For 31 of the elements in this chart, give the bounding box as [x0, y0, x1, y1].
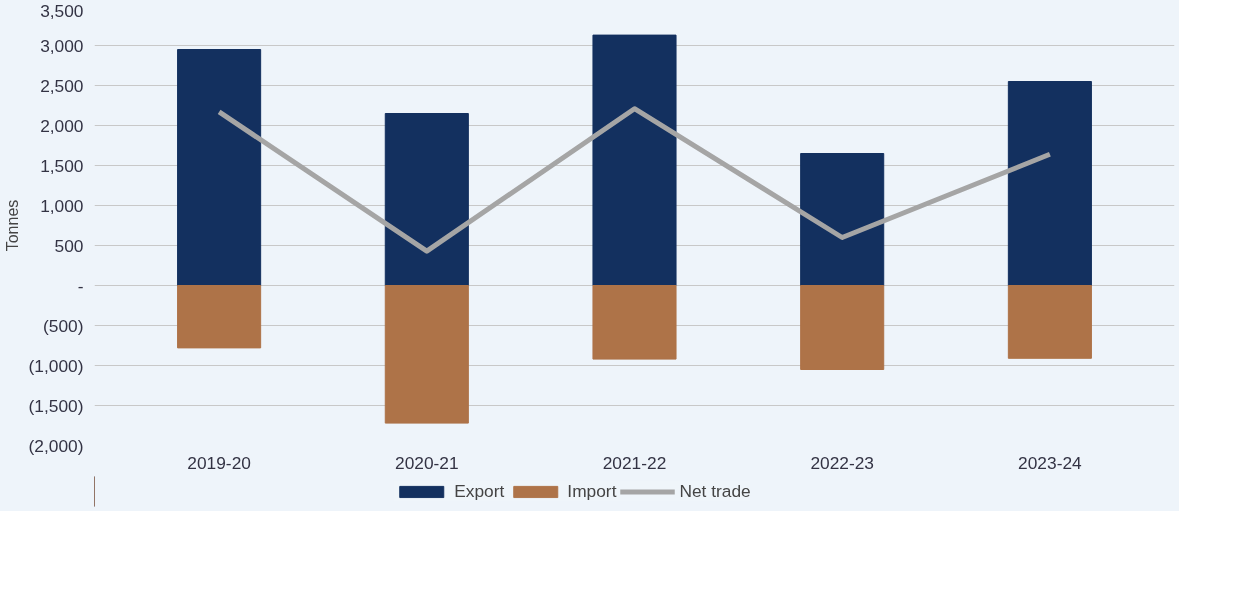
bar [384, 113, 469, 286]
bar [800, 285, 885, 370]
bar [177, 285, 262, 349]
x-tick-label: 2023-24 [1018, 452, 1083, 473]
bar [800, 153, 885, 286]
y-tick-label: 1,500 [40, 155, 84, 176]
legend-label: Net trade [679, 480, 751, 502]
y-tick-label: (1,000) [28, 355, 84, 376]
legend-label: Export [454, 480, 505, 502]
bar [1007, 285, 1092, 359]
y-tick-label: (500) [43, 315, 84, 336]
y-axis-title: Tonnes [3, 199, 21, 252]
bar [384, 285, 469, 424]
bar [592, 285, 677, 360]
y-tick-label: (2,000) [28, 435, 84, 456]
bar [1007, 81, 1092, 286]
y-tick-label: 2,500 [40, 75, 84, 96]
y-tick-label: (1,500) [28, 395, 84, 416]
x-tick-label: 2022-23 [810, 452, 874, 473]
x-tick-label: 2019-20 [187, 452, 251, 473]
y-tick-label: 1,000 [40, 195, 84, 216]
x-tick-label: 2020-21 [395, 452, 459, 473]
y-tick-label: 3,500 [40, 0, 84, 21]
x-tick-label: 2021-22 [602, 452, 667, 473]
bar [177, 49, 262, 286]
y-tick-label: 2,000 [40, 115, 84, 136]
y-tick-label: - [77, 275, 84, 296]
bar [592, 34, 677, 286]
y-tick-label: 3,000 [40, 35, 84, 56]
legend-label: Import [567, 480, 617, 502]
y-tick-label: 500 [54, 235, 84, 256]
